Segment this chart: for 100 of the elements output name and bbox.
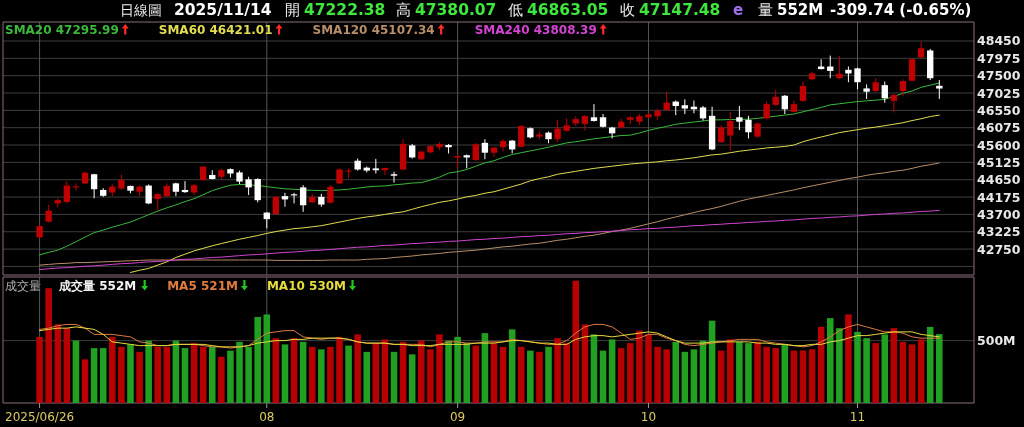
bar [590,334,598,403]
y-tick-label: 500M [977,333,1016,349]
bar [90,348,98,403]
x-tick-label: 2025/06/26 [5,410,75,424]
x-tick-label: 08 [259,410,275,424]
candlestick [272,195,280,216]
bar [690,349,698,403]
y-tick-label: 42750 [977,241,1021,257]
candlestick [590,103,598,123]
bar [617,348,625,403]
bar [172,340,180,403]
candlestick [881,81,888,104]
bar [254,316,261,403]
bar [399,341,407,403]
bar [645,334,652,403]
candlestick [299,184,307,213]
text: 47222.38 [304,1,386,19]
bar [181,348,189,403]
bar [863,338,870,403]
y-tick-label: 47975 [977,50,1021,66]
candlestick [490,146,498,158]
bar [627,343,634,403]
bar [109,336,116,403]
candlestick [781,94,788,115]
text: 高 [396,2,411,18]
text: MA5 521M [167,279,238,293]
bar [318,349,325,403]
bar [563,343,570,403]
bar [372,343,380,403]
bar [663,349,670,403]
bar [727,339,734,403]
bar [608,339,616,403]
text: 量 [758,2,773,18]
text: SMA20 47295.99 [5,23,119,37]
bar [118,346,125,403]
candlestick [345,167,352,179]
text: SMA120 45107.34 [312,23,435,37]
bar [672,341,680,403]
y-tick-label: 45600 [977,137,1021,153]
y-tick-label: 45125 [977,154,1021,170]
bar [163,346,171,403]
bar [545,346,552,403]
candlestick [736,105,743,131]
bar [63,328,71,403]
bar [517,346,525,403]
y-tick-label: 47025 [977,85,1021,101]
bar [81,359,89,403]
bar [636,330,643,403]
x-tick-label: 11 [849,410,866,424]
bar [363,351,371,403]
y-tick-label: 44175 [977,189,1021,205]
bar [227,350,234,403]
candlestick [481,138,489,160]
line-series [39,162,940,266]
candlestick [90,173,98,199]
bar [436,334,443,403]
bar [499,346,507,403]
x-tick-label: 09 [449,410,466,424]
bar [763,346,770,403]
text: SMA60 46421.01 [158,23,273,37]
candlestick [581,114,589,132]
line-series [39,82,940,256]
bar [427,349,434,403]
chart-subtitle: 2025/11/14 [174,1,272,19]
chart-title: 日線圖 [120,2,162,18]
bar [445,340,452,403]
bar [218,356,225,403]
annotation: 成交量 552M [58,279,137,293]
bar [826,318,834,403]
bar [199,346,207,403]
bar [236,341,243,403]
bar [754,341,761,403]
text: -309.74 (-0.65%) [830,1,972,19]
bar [418,340,425,403]
bar [536,351,543,403]
y-tick-label: 47500 [977,68,1021,84]
bar [127,344,134,403]
bar [808,349,816,403]
candlestick [936,79,943,100]
candlestick [245,176,252,196]
bar [908,344,916,403]
bar [45,288,52,403]
candlestick [554,119,561,143]
bar [290,338,298,403]
candlestick [145,183,152,205]
bar [72,340,80,403]
candlestick [63,180,71,204]
line-series [39,209,940,271]
bar [390,351,398,403]
bar [599,350,607,403]
bar [881,334,889,403]
text: 低 [508,2,523,18]
bar [308,346,316,403]
bar [936,334,943,403]
x-tick-label: 10 [640,410,657,424]
bar [799,350,807,403]
bar [272,338,280,403]
bar [136,351,143,403]
bar [208,346,216,403]
bar [36,336,43,403]
